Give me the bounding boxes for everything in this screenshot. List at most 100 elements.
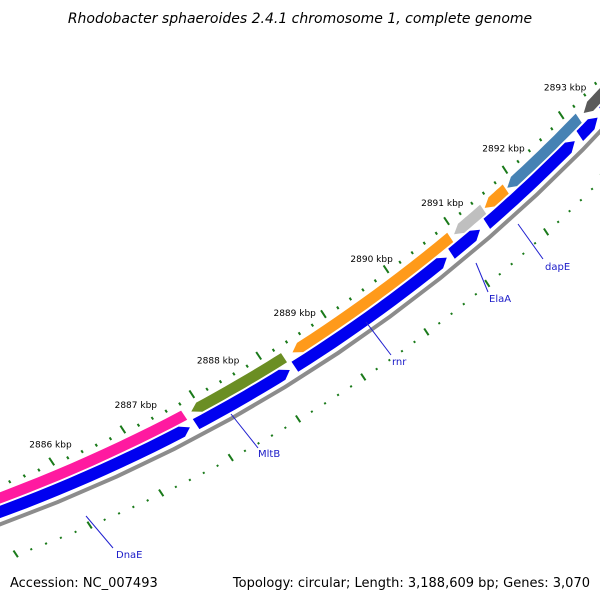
dark-gene-bar xyxy=(583,88,600,113)
outer-tick xyxy=(437,321,441,325)
inner-tick xyxy=(188,389,196,399)
outer-tick xyxy=(450,312,453,316)
gene-label-line xyxy=(85,515,114,549)
tick-label: 2887 kbp xyxy=(115,401,158,411)
inner-tick xyxy=(271,348,276,352)
genome-summary-text: Topology: circular; Length: 3,188,609 bp… xyxy=(232,576,590,591)
gene-label: ElaA xyxy=(489,294,511,305)
outer-tick xyxy=(579,198,583,202)
outer-tick xyxy=(44,542,48,545)
inner-tick xyxy=(164,409,168,413)
outer-tick xyxy=(59,536,63,540)
inner-tick xyxy=(583,93,587,97)
outer-tick xyxy=(257,441,260,445)
outer-tick xyxy=(590,187,594,191)
inner-tick xyxy=(108,436,113,441)
tick-label: 2889 kbp xyxy=(273,309,316,319)
inner-tick xyxy=(593,81,598,86)
outer-tick xyxy=(533,241,537,245)
inner-tick xyxy=(245,364,249,368)
elaA-gene-bar xyxy=(484,184,509,208)
inner-tick xyxy=(232,372,236,376)
inner-tick xyxy=(178,402,182,406)
inner-tick xyxy=(66,456,70,460)
inner-tick xyxy=(218,379,223,384)
inner-tick xyxy=(443,216,450,226)
outer-tick xyxy=(216,464,219,468)
gene-label-line xyxy=(365,321,392,356)
outer-tick xyxy=(283,426,287,430)
forward-gene-arrow xyxy=(483,141,575,229)
outer-tick xyxy=(375,367,379,371)
gene-label-line xyxy=(230,413,259,449)
inner-tick xyxy=(501,165,509,175)
outer-tick xyxy=(103,518,107,522)
scale-ticks: 2886 kbp 2887 kbp 2888 kbp 2889 kbp 2890 kbp… xyxy=(8,81,598,484)
outer-tick xyxy=(498,272,502,276)
inner-tick xyxy=(550,127,554,131)
inner-tick xyxy=(22,474,27,478)
outer-tick xyxy=(484,279,491,288)
tick-label: 2891 kbp xyxy=(421,199,464,209)
map-title: Rhodobacter sphaeroides 2.4.1 chromosome… xyxy=(68,11,532,27)
inner-tick xyxy=(538,138,543,142)
outer-tick xyxy=(158,489,165,497)
outer-tick xyxy=(336,393,340,397)
outer-tick xyxy=(323,401,327,405)
tick-label: 2890 kbp xyxy=(350,255,393,265)
tick-label: 2888 kbp xyxy=(197,357,240,367)
inner-tick xyxy=(373,279,378,283)
forward-feature-track xyxy=(0,106,600,519)
accession-text: Accession: NC_007493 xyxy=(10,576,158,591)
inner-tick xyxy=(470,201,474,206)
tick-label: 2886 kbp xyxy=(29,440,72,450)
inner-tick xyxy=(422,241,426,245)
outer-tick xyxy=(521,252,525,256)
inner-tick xyxy=(434,231,438,236)
inner-tick xyxy=(398,260,402,265)
inner-tick xyxy=(119,425,127,434)
outer-tick xyxy=(131,505,135,509)
inner-tick xyxy=(80,449,84,454)
inner-tick xyxy=(205,387,209,392)
inner-tick xyxy=(557,110,565,120)
outer-tick xyxy=(270,434,274,437)
inner-tick xyxy=(136,423,141,427)
forward-gene-arrow xyxy=(291,257,447,372)
outer-tick xyxy=(146,499,150,502)
inner-tick xyxy=(572,104,576,109)
rnr-gene-bar xyxy=(292,232,454,353)
outer-tick xyxy=(543,227,550,236)
outer-tick xyxy=(188,478,192,482)
tick-label: 2892 kbp xyxy=(482,145,525,155)
dnaE-gene-bar xyxy=(0,410,188,504)
gene-label: rnr xyxy=(392,357,407,368)
outer-tick xyxy=(12,550,19,558)
inner-tick xyxy=(493,180,497,185)
forward-gene-arrow xyxy=(448,229,480,259)
inner-tick xyxy=(410,250,414,255)
inner-tick xyxy=(310,323,315,327)
outer-tick xyxy=(474,292,478,296)
outer-tick xyxy=(86,521,93,529)
outer-tick xyxy=(243,449,247,453)
outer-tick xyxy=(349,385,353,388)
gene-label: DnaE xyxy=(116,550,142,561)
outer-tick xyxy=(174,485,178,489)
inner-tick xyxy=(348,297,353,301)
inner-tick xyxy=(320,309,327,319)
outer-tick xyxy=(202,471,206,475)
gene-label-line xyxy=(475,262,489,293)
outer-tick xyxy=(117,512,121,515)
outer-tick xyxy=(556,220,560,224)
inner-tick xyxy=(336,306,340,310)
inner-tick xyxy=(516,159,520,164)
gene-label: MltB xyxy=(258,449,280,460)
inner-tick xyxy=(150,416,155,421)
outer-tick xyxy=(227,453,234,462)
forward-gene-arrow xyxy=(576,117,598,141)
gene-label: dapE xyxy=(545,262,570,273)
dapE-gene-bar xyxy=(507,113,582,188)
inner-tick xyxy=(8,479,12,484)
